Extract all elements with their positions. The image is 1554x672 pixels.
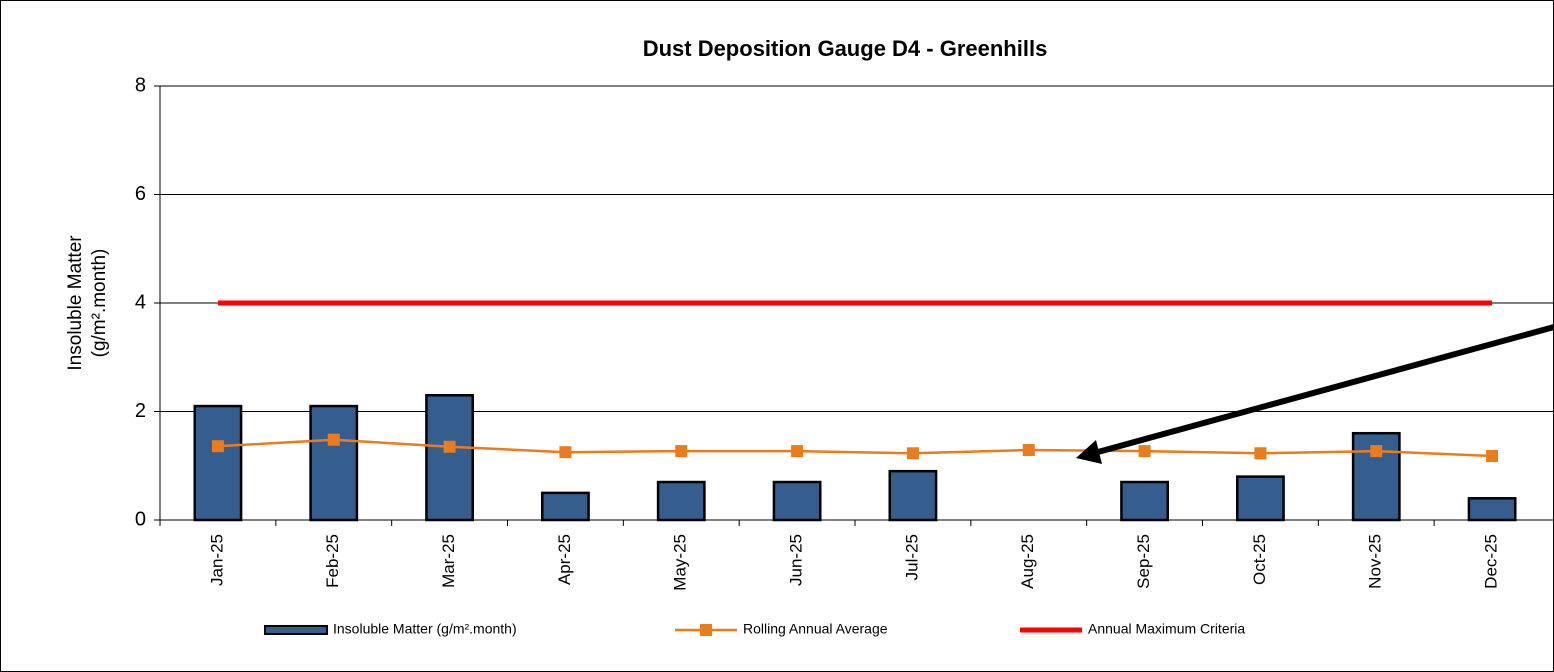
bar bbox=[1467, 497, 1517, 522]
y-axis-label: (g/m².month) bbox=[89, 249, 110, 358]
bar bbox=[656, 480, 706, 522]
x-tick-label: Dec-25 bbox=[1482, 534, 1501, 589]
y-tick-label: 4 bbox=[135, 291, 146, 313]
marker bbox=[559, 446, 572, 459]
marker bbox=[1486, 449, 1499, 462]
annotation-arrow bbox=[1076, 324, 1554, 464]
x-tick-label: Jan-25 bbox=[207, 534, 226, 586]
y-tick-label: 6 bbox=[135, 183, 146, 205]
marker bbox=[1138, 445, 1151, 458]
legend-marker bbox=[700, 624, 712, 636]
x-tick-label: Jun-25 bbox=[787, 534, 806, 586]
x-tick-label: Jul-25 bbox=[902, 534, 921, 580]
y-axis-label: Insoluble Matter bbox=[65, 235, 86, 371]
bar bbox=[1120, 480, 1169, 522]
marker bbox=[906, 447, 919, 460]
line bbox=[217, 438, 1493, 458]
bar bbox=[425, 393, 474, 522]
x-tick-label: Oct-25 bbox=[1250, 534, 1269, 585]
marker bbox=[327, 433, 340, 446]
chart-title: Dust Deposition Gauge D4 - Greenhills bbox=[643, 36, 1048, 61]
x-tick-label: Mar-25 bbox=[439, 534, 458, 588]
legend-label: Insoluble Matter (g/m².month) bbox=[333, 621, 517, 637]
legend-label: Rolling Annual Average bbox=[743, 621, 888, 637]
marker bbox=[1254, 447, 1267, 460]
legend-swatch bbox=[264, 625, 328, 635]
marker bbox=[1370, 445, 1383, 458]
y-tick-label: 0 bbox=[135, 508, 146, 530]
bar bbox=[1236, 475, 1285, 522]
x-tick-label: Apr-25 bbox=[555, 534, 574, 585]
x-tick-label: Sep-25 bbox=[1134, 534, 1153, 589]
x-tick-label: Feb-25 bbox=[323, 534, 342, 588]
bar bbox=[193, 404, 243, 522]
bar bbox=[772, 480, 822, 522]
y-tick-label: 2 bbox=[135, 400, 146, 422]
marker bbox=[211, 440, 224, 453]
marker bbox=[675, 445, 688, 458]
bar bbox=[541, 491, 590, 522]
bar bbox=[888, 469, 938, 522]
marker bbox=[1022, 444, 1035, 457]
x-tick-label: Aug-25 bbox=[1018, 534, 1037, 589]
bar bbox=[309, 404, 359, 522]
x-tick-label: May-25 bbox=[671, 534, 690, 591]
legend-label: Annual Maximum Criteria bbox=[1088, 621, 1245, 637]
marker bbox=[443, 440, 456, 453]
x-tick-label: Nov-25 bbox=[1366, 534, 1385, 589]
y-tick-label: 8 bbox=[135, 74, 146, 96]
marker bbox=[791, 445, 804, 458]
